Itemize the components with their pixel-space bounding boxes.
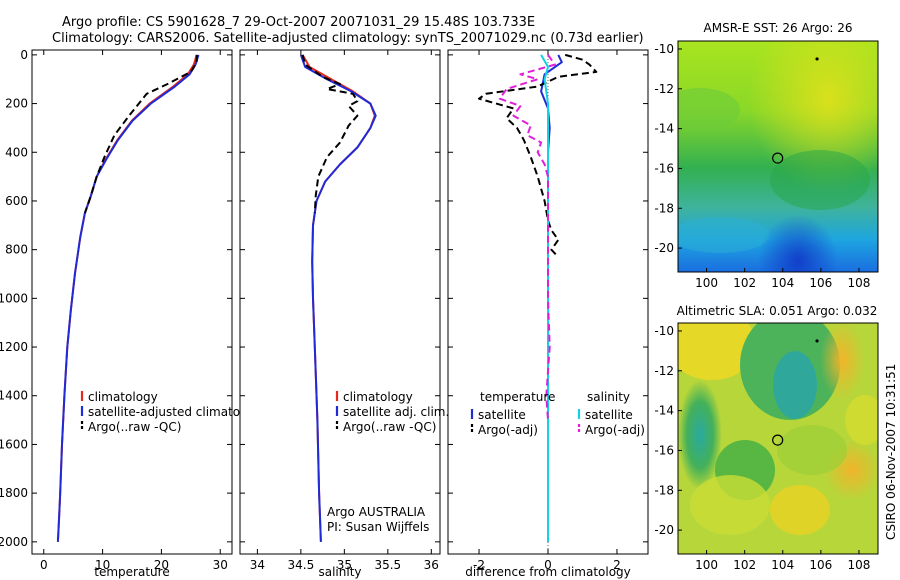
sla-map-float-marker (772, 434, 784, 446)
temperature-xtick-label: 30 (213, 558, 228, 572)
salinity-annotation: Argo AUSTRALIA (327, 505, 426, 519)
sst-map-xtick-label: 104 (771, 276, 794, 290)
header-line1: Argo profile: CS 5901628_7 29-Oct-2007 2… (62, 15, 535, 30)
salinity-legend-label: climatology (343, 390, 413, 404)
depth-tick-label: 400 (5, 145, 28, 159)
depth-tick-label: 2000 (0, 535, 28, 549)
depth-tick-label: 1000 (0, 291, 28, 305)
salinity-frame (239, 49, 441, 555)
depth-tick-label: 1400 (0, 389, 28, 403)
difference-xtick-label: 0 (544, 558, 552, 572)
temperature-frame (31, 49, 233, 555)
sst-map-image (678, 41, 878, 272)
sla-map-image (678, 323, 878, 554)
sst-map-ytick-label: -18 (654, 201, 674, 215)
sla-map-xtick-label: 100 (695, 558, 718, 572)
sst-map-ytick-label: -16 (654, 161, 674, 175)
difference-legend-label: Argo(-adj) (478, 423, 538, 437)
sst-map-xtick-label: 100 (695, 276, 718, 290)
temperature-series (56, 54, 200, 542)
temperature-series-line (83, 54, 198, 214)
difference-series (478, 53, 598, 542)
salinity-series-line (299, 54, 377, 542)
temperature-xtick-label: 0 (40, 558, 48, 572)
difference-legend-label: Argo(-adj) (585, 423, 645, 437)
sla-map-xtick-label: 108 (847, 558, 870, 572)
sla-map-track-point (815, 339, 819, 343)
sla-map-xtick-label: 102 (733, 558, 756, 572)
salinity-xtick-label: 34 (250, 558, 265, 572)
sst-map-xtick-label: 106 (809, 276, 832, 290)
temperature-xlabel: temperature (94, 565, 169, 579)
depth-tick-label: 1600 (0, 437, 28, 451)
salinity-xtick-label: 36 (424, 558, 439, 572)
salinity-legend-label: Argo(..raw -QC) (343, 420, 436, 434)
temperature-series-line (56, 54, 200, 542)
difference-xlabel: difference from climatology (465, 565, 631, 579)
salinity-series (299, 54, 377, 542)
salinity-series-line (301, 54, 359, 214)
sst-map-xtick-label: 108 (847, 276, 870, 290)
sst-map-ytick-label: -14 (654, 122, 674, 136)
salinity-xtick-label: 34.5 (288, 558, 315, 572)
sla-map-ytick-label: -18 (654, 483, 674, 497)
salinity-xlabel: salinity (318, 565, 361, 579)
difference-xtick-label: -2 (473, 558, 485, 572)
sst-map-ytick-label: -12 (654, 82, 674, 96)
sst-map-title: AMSR-E SST: 26 Argo: 26 (704, 21, 853, 35)
sla-map-axes: 100 102 104 106 108 -10 -12 -14 -16 -18 -20 (654, 324, 870, 572)
depth-tick-label: 1200 (0, 340, 28, 354)
depth-tick-label: 1800 (0, 486, 28, 500)
sst-map-xtick-label: 102 (733, 276, 756, 290)
difference-series-line (540, 54, 549, 542)
depth-tick-label: 200 (5, 97, 28, 111)
depth-tick-label: 0 (20, 48, 28, 62)
temperature-xtick-label: 20 (154, 558, 169, 572)
sst-map-ytick-label: -10 (654, 42, 674, 56)
sla-map-xtick-label: 104 (771, 558, 794, 572)
difference-legend-label: satellite (478, 408, 526, 422)
sst-map-axes: 100 102 104 106 108 -10 -12 -14 -16 -18 -20 (654, 42, 870, 290)
salinity-annotation: PI: Susan Wijffels (327, 520, 429, 534)
sla-map-title: Altimetric SLA: 0.051 Argo: 0.032 (677, 304, 878, 318)
difference-legend-group-title: temperature (480, 390, 555, 404)
sla-map-ytick-label: -16 (654, 443, 674, 457)
salinity-panel: 34 34.5 35 35.5 36 salinity climatologysatelli… (239, 49, 449, 579)
sla-map-xtick-label: 106 (809, 558, 832, 572)
sla-map-ytick-label: -12 (654, 364, 674, 378)
salinity-xtick-label: 35 (337, 558, 352, 572)
sst-map-float-marker (772, 152, 784, 164)
sla-map-ytick-label: -20 (654, 523, 674, 537)
header-line2: Climatology: CARS2006. Satellite-adjuste… (52, 31, 644, 46)
difference-legend-label: satellite (585, 408, 633, 422)
temperature-panel: 0 10 20 30 0 200 400 600 800 1000 1200 1400 1600 1800… (0, 48, 266, 579)
difference-xtick-label: 2 (613, 558, 621, 572)
temperature-legend-label: satellite-adjusted climatology (88, 405, 266, 419)
sla-map-ytick-label: -10 (654, 324, 674, 338)
side-timestamp: CSIRO 06-Nov-2007 10:31:51 (884, 364, 898, 540)
difference-series-line (498, 54, 556, 421)
sla-map-ytick-label: -14 (654, 404, 674, 418)
difference-legend: temperaturesatelliteArgo(-adj)salinitysa… (470, 390, 645, 437)
salinity-legend-label: satellite adj. clim. (343, 405, 449, 419)
temperature-legend-label: Argo(..raw -QC) (88, 420, 181, 434)
difference-legend-group-title: salinity (587, 390, 630, 404)
salinity-xtick-label: 35.5 (374, 558, 401, 572)
depth-tick-label: 800 (5, 243, 28, 257)
depth-tick-label: 600 (5, 194, 28, 208)
difference-series-line (478, 53, 598, 258)
sst-map-track-point (815, 57, 819, 61)
temperature-legend-label: climatology (88, 390, 158, 404)
sst-map-ytick-label: -20 (654, 241, 674, 255)
temperature-xtick-label: 10 (95, 558, 110, 572)
